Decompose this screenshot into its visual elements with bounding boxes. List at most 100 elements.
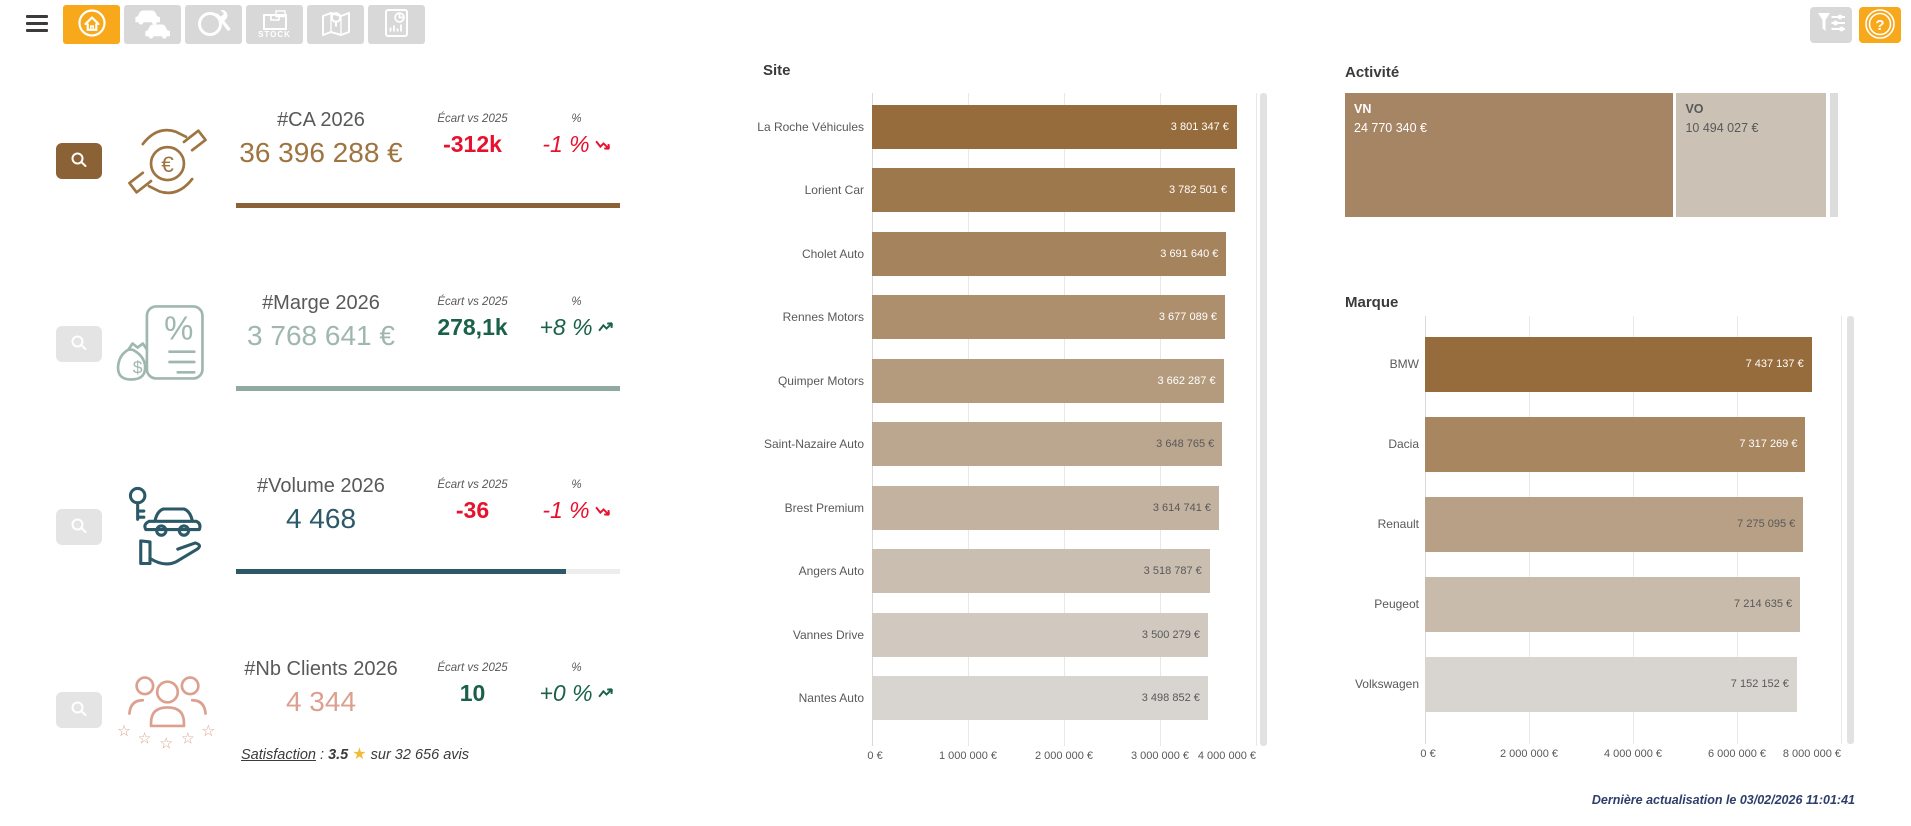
category-label: Quimper Motors xyxy=(777,373,864,388)
gridline xyxy=(1064,93,1065,746)
x-axis: 0 € 2 000 000 € 4 000 000 € 6 000 000 € 8 00… xyxy=(1420,748,1841,764)
drilldown-clients-button[interactable] xyxy=(56,692,102,728)
axis-tick-label: 1 000 000 € xyxy=(938,750,998,762)
bar[interactable]: 7 275 095 € xyxy=(1425,496,1804,552)
satisfaction-label[interactable]: Satisfaction xyxy=(241,747,316,763)
category-label: Brest Premium xyxy=(784,500,864,515)
bar[interactable]: 3 500 279 € xyxy=(872,612,1209,657)
bar[interactable]: 3 782 501 € xyxy=(872,168,1236,213)
bar-track: 3 662 287 € xyxy=(872,349,1256,413)
bar[interactable]: 3 498 852 € xyxy=(872,676,1208,721)
category-label: Saint-Nazaire Auto xyxy=(763,437,864,452)
bar-track: 3 498 852 € xyxy=(872,667,1256,731)
gridline xyxy=(1256,93,1257,746)
bar-track: 7 152 152 € xyxy=(1425,644,1841,724)
pct-value: +8 % xyxy=(539,314,593,340)
nav-map-button[interactable] xyxy=(307,5,364,44)
help-button[interactable]: ? xyxy=(1859,7,1901,43)
bar-track: 3 801 347 € xyxy=(872,95,1256,159)
axis-tick-label: 6 000 000 € xyxy=(1707,748,1767,760)
wrench-icon xyxy=(195,7,233,42)
chart-scrollbar[interactable] xyxy=(1260,93,1267,746)
category-label: Dacia xyxy=(1388,437,1419,451)
bar[interactable]: 3 662 287 € xyxy=(872,358,1224,403)
kpi-value: 3 768 641 € xyxy=(247,320,395,351)
kpi-title: #CA 2026 xyxy=(277,109,365,131)
trend-up-icon xyxy=(597,314,614,341)
bar[interactable]: 3 677 089 € xyxy=(872,295,1225,340)
treemap-value: 10 494 027 € xyxy=(1685,120,1759,135)
bar[interactable]: 3 648 765 € xyxy=(872,422,1223,467)
bar-track: 7 317 269 € xyxy=(1425,404,1841,484)
category-label: Renault xyxy=(1377,517,1419,531)
ecart-label: Écart vs 2025 xyxy=(437,662,508,674)
gridline xyxy=(1160,93,1161,746)
nav-report-button[interactable] xyxy=(368,5,425,44)
pct-label: % xyxy=(571,113,582,125)
nav-vehicles-button[interactable] xyxy=(124,5,181,44)
axis-tick-label: 0 € xyxy=(867,750,883,762)
help-label: ? xyxy=(1875,16,1885,34)
bar-row: Dacia 7 317 269 € xyxy=(1345,404,1865,484)
gridline xyxy=(872,93,873,746)
kpi-title: #Marge 2026 xyxy=(262,292,380,314)
euro-hands-icon: € xyxy=(114,115,222,207)
satisfaction-suffix: sur 32 656 avis xyxy=(366,747,469,763)
bar-value-label: 3 782 501 € xyxy=(1168,184,1228,197)
bar[interactable]: 3 801 347 € xyxy=(872,104,1237,149)
svg-text:☆: ☆ xyxy=(159,736,173,753)
bar-track: 3 691 640 € xyxy=(872,222,1256,286)
drilldown-volume-button[interactable] xyxy=(56,509,102,545)
bar-row: La Roche Véhicules 3 801 347 € xyxy=(740,95,1275,159)
bar[interactable]: 3 614 741 € xyxy=(872,485,1219,530)
kpi-progress-bar xyxy=(236,203,620,208)
bar[interactable]: 7 214 635 € xyxy=(1425,576,1801,632)
treemap-block-vn[interactable]: VN 24 770 340 € xyxy=(1345,93,1674,217)
kpi-card-ca: € #CA 2026 36 396 288 € Écart vs 2025 -3… xyxy=(40,85,625,260)
treemap-label: VN xyxy=(1354,102,1372,116)
category-label: BMW xyxy=(1389,357,1419,371)
filter-button[interactable] xyxy=(1810,7,1852,43)
filter-icon xyxy=(1816,11,1846,40)
drilldown-marge-button[interactable] xyxy=(56,326,102,362)
bar-row: Cholet Auto 3 691 640 € xyxy=(740,222,1275,286)
drilldown-ca-button[interactable] xyxy=(56,143,102,179)
treemap-block-vo[interactable]: VO 10 494 027 € xyxy=(1676,93,1826,217)
chart-title-marque: Marque xyxy=(1345,294,1399,311)
chart-scrollbar[interactable] xyxy=(1847,316,1854,744)
kpi-title: #Nb Clients 2026 xyxy=(244,658,398,680)
axis-tick-label: 4 000 000 € xyxy=(1197,750,1256,762)
bar-value-label: 7 152 152 € xyxy=(1730,678,1789,690)
satisfaction-score: 3.5 xyxy=(328,747,349,763)
report-icon xyxy=(382,8,412,41)
x-axis: 0 € 1 000 000 € 2 000 000 € 3 000 000 € 4 00… xyxy=(867,750,1256,766)
ecart-value: 10 xyxy=(459,680,486,706)
category-label: Peugeot xyxy=(1374,597,1419,611)
magnifier-icon xyxy=(69,151,89,172)
last-refresh-text: Dernière actualisation le 03/02/2026 11:… xyxy=(1591,793,1855,807)
bar-row: BMW 7 437 137 € xyxy=(1345,324,1865,404)
menu-icon[interactable] xyxy=(26,15,48,32)
nav-service-button[interactable] xyxy=(185,5,242,44)
bar-value-label: 3 677 089 € xyxy=(1158,311,1217,324)
bar[interactable]: 3 518 787 € xyxy=(872,549,1210,594)
trend-up-icon xyxy=(597,680,614,707)
bar-row: Quimper Motors 3 662 287 € xyxy=(740,349,1275,413)
bar[interactable]: 7 437 137 € xyxy=(1425,336,1812,392)
bar-track: 3 677 089 € xyxy=(872,286,1256,350)
bar-value-label: 3 648 765 € xyxy=(1156,438,1215,451)
bar-track: 7 437 137 € xyxy=(1425,324,1841,404)
nav-home-button[interactable] xyxy=(63,5,120,44)
kpi-card-volume: #Volume 2026 4 468 Écart vs 2025 -36 % -… xyxy=(40,451,625,626)
category-label: Nantes Auto xyxy=(798,691,864,706)
bar[interactable]: 3 691 640 € xyxy=(872,231,1227,276)
chart-scrollbar[interactable] xyxy=(1830,93,1838,217)
bar[interactable]: 7 317 269 € xyxy=(1425,416,1806,472)
bar[interactable]: 7 152 152 € xyxy=(1425,656,1797,712)
category-label: Cholet Auto xyxy=(801,246,864,261)
satisfaction-link[interactable]: Satisfaction : 3.5 ★ sur 32 656 avis xyxy=(190,744,520,764)
bar-track: 7 275 095 € xyxy=(1425,484,1841,564)
bar-row: Rennes Motors 3 677 089 € xyxy=(740,286,1275,350)
category-label: La Roche Véhicules xyxy=(757,119,864,134)
nav-stock-button[interactable]: STOCK xyxy=(246,5,303,44)
